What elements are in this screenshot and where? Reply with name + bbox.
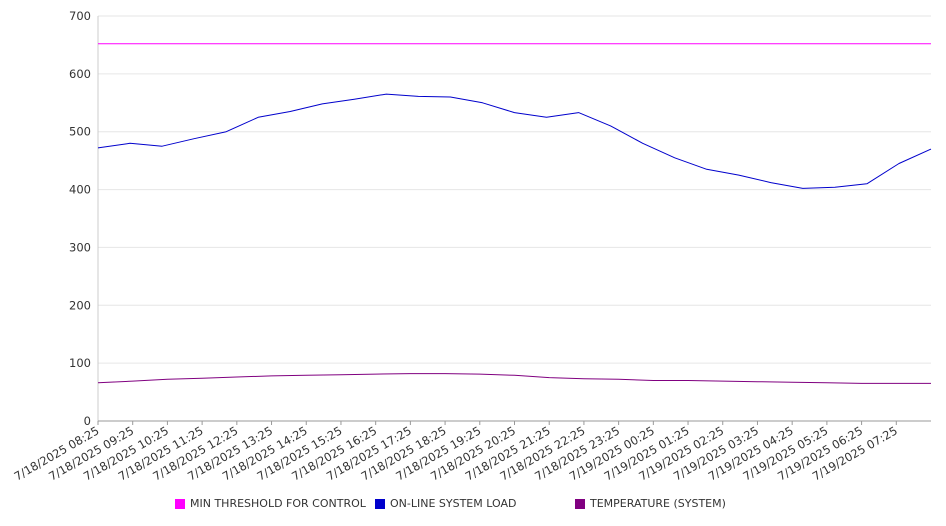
legend-label-min-threshold: MIN THRESHOLD FOR CONTROL [190, 497, 366, 510]
y-tick-label: 600 [69, 67, 91, 81]
legend-swatch-system-load [375, 498, 385, 509]
y-tick-label: 300 [69, 240, 91, 254]
y-tick-label: 400 [69, 183, 91, 197]
gridlines [98, 15, 931, 364]
legend: MIN THRESHOLD FOR CONTROL ON-LINE SYSTEM… [0, 497, 946, 515]
legend-item-min-threshold: MIN THRESHOLD FOR CONTROL [175, 497, 366, 510]
legend-swatch-temperature [575, 498, 585, 509]
legend-label-temperature: TEMPERATURE (SYSTEM) [590, 497, 726, 510]
series-line-system-load [97, 93, 932, 189]
series-lines [97, 43, 932, 384]
y-tick-label: 700 [69, 9, 91, 23]
legend-swatch-min-threshold [175, 498, 185, 509]
y-tick-label: 100 [69, 356, 91, 370]
legend-label-system-load: ON-LINE SYSTEM LOAD [390, 497, 517, 510]
x-axis-ticks: 7/18/2025 08:257/18/2025 09:257/18/2025 … [12, 421, 900, 483]
y-tick-label: 200 [69, 298, 91, 312]
y-axis-ticks: 0 100 200 300 400 500 600 700 [69, 9, 91, 428]
series-line-temperature [97, 373, 931, 384]
axes [97, 16, 931, 422]
legend-item-system-load: ON-LINE SYSTEM LOAD [375, 497, 516, 510]
y-tick-label: 0 [84, 414, 91, 428]
line-chart: 0 100 200 300 400 500 600 700 7/18/2025 08:257/… [12, 9, 932, 483]
y-tick-label: 500 [69, 125, 91, 139]
legend-item-temperature: TEMPERATURE (SYSTEM) [575, 497, 726, 510]
